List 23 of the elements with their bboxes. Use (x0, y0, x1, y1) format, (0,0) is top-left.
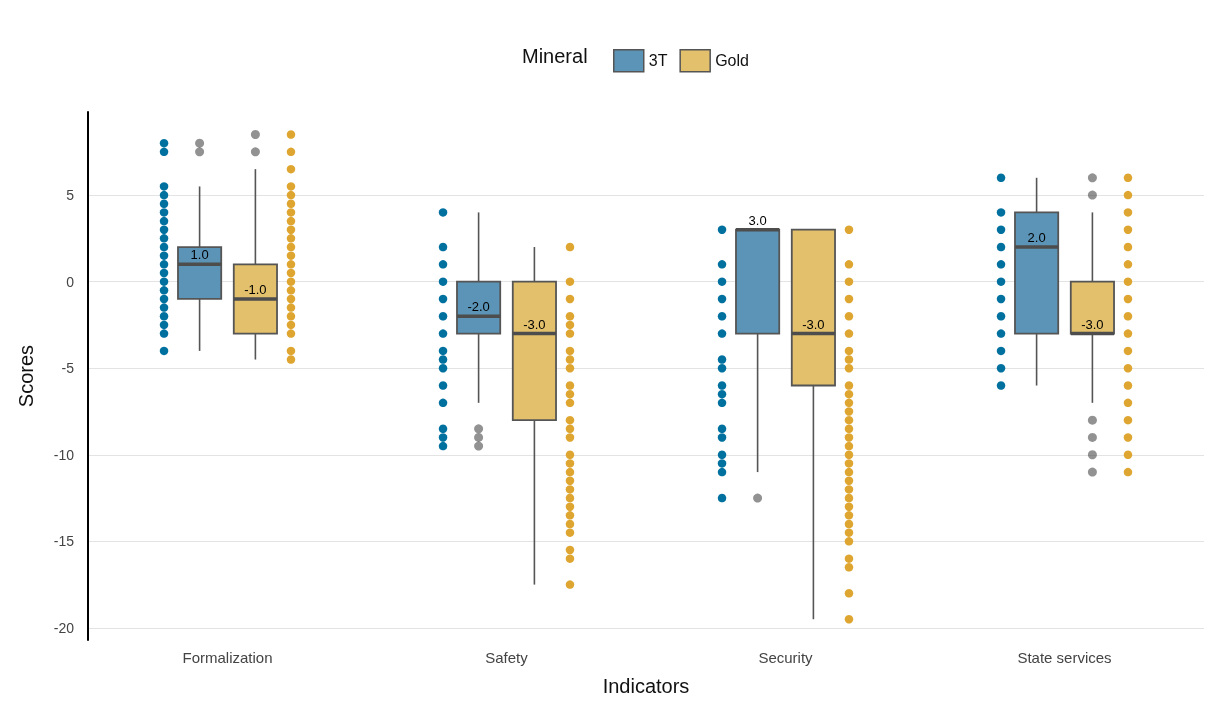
text: 1.0 (190, 247, 209, 263)
y-tick-label: -20 (53, 619, 75, 636)
y-tick-label: 0 (66, 273, 75, 290)
y-tick-label: -10 (53, 446, 75, 463)
y-tick-label: -15 (53, 533, 75, 550)
y-tick-label: -5 (61, 360, 75, 377)
legend-label: 3T (648, 52, 668, 70)
legend-label: Gold (715, 52, 749, 70)
y-tick-label: 5 (66, 187, 75, 204)
x-tick-label: Safety (485, 649, 529, 666)
x-tick-label: Security (758, 649, 814, 666)
x-tick-label: State services (1017, 649, 1112, 666)
text: -3.0 (523, 316, 546, 332)
text: -3.0 (802, 316, 825, 332)
text: 3.0 (748, 212, 767, 228)
y-axis-title: Scores (15, 344, 37, 408)
legend-title: Mineral (522, 45, 588, 67)
x-tick-label: Formalization (182, 649, 273, 666)
text: -1.0 (244, 281, 267, 297)
text: -3.0 (1081, 316, 1104, 332)
x-axis-title: Indicators (602, 675, 690, 697)
text: 2.0 (1027, 230, 1046, 246)
text: -2.0 (467, 299, 490, 315)
